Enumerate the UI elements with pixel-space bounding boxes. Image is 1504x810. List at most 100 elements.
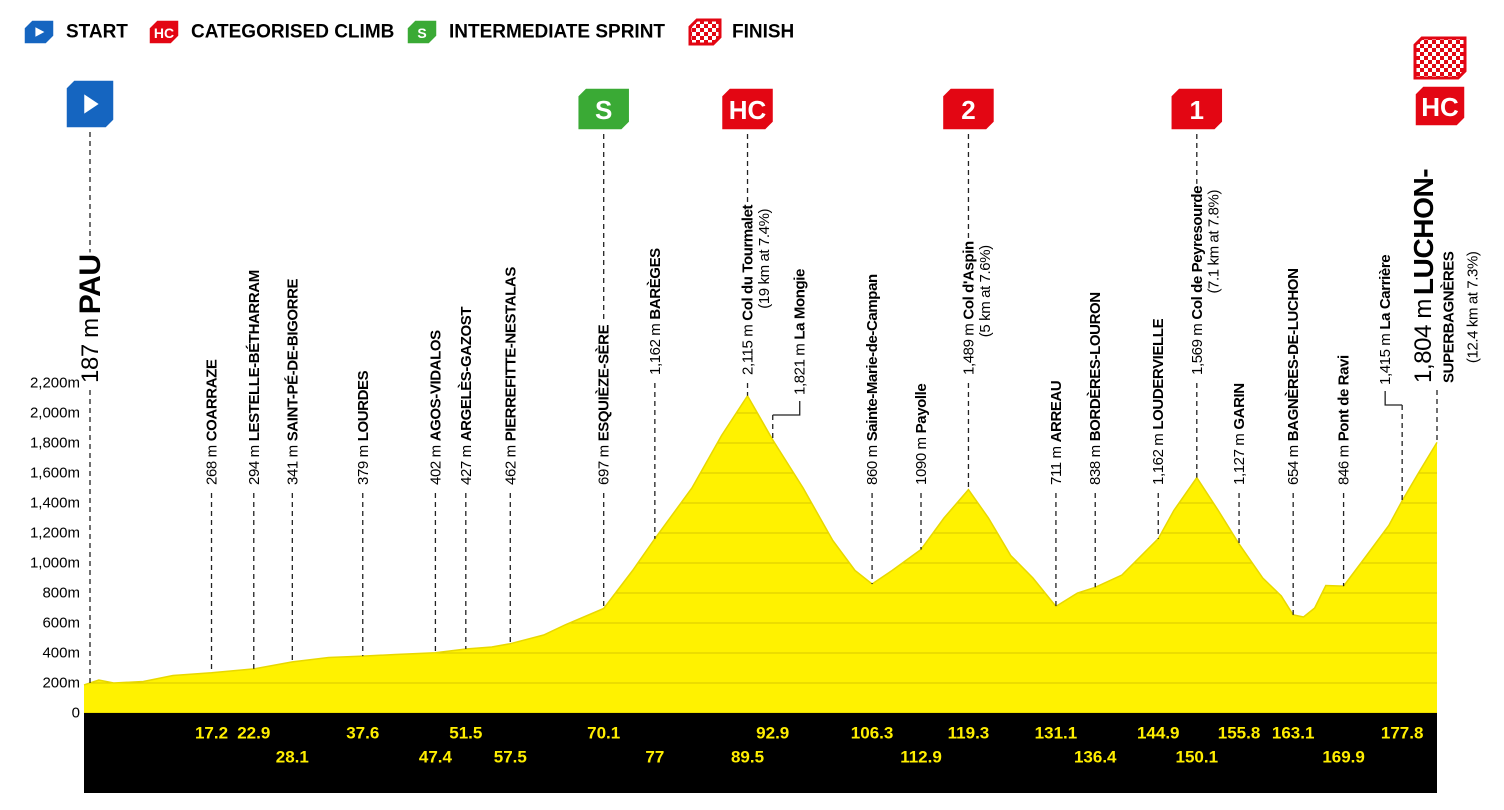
- climb-detail: (19 km at 7.4%): [756, 208, 773, 308]
- leader-elbow: [1384, 391, 1403, 406]
- place-name: ARREAU: [1047, 381, 1064, 443]
- km-label: 169.9: [1322, 748, 1365, 767]
- legend-icon: HC: [148, 19, 180, 45]
- altitude-label: 1,804 m: [1410, 299, 1437, 383]
- place-name: BORDÈRES-LOURON: [1087, 292, 1104, 441]
- km-label: 136.4: [1074, 748, 1117, 767]
- badge-shape: [941, 87, 996, 131]
- km-label: 51.5: [449, 724, 482, 743]
- climb-badge: S: [576, 87, 631, 131]
- place-name: AGOS-VIDALOS: [427, 330, 444, 441]
- place-name: PAU: [74, 254, 107, 314]
- y-tick-label: 400m: [42, 645, 80, 662]
- km-label: 57.5: [494, 748, 527, 767]
- legend-label: CATEGORISED CLIMB: [191, 22, 394, 43]
- km-label: 150.1: [1176, 748, 1219, 767]
- y-tick-label: 2,000m: [30, 405, 80, 422]
- place-name: LOUDERVIELLE: [1150, 318, 1167, 429]
- altitude-label: 838 m: [1087, 445, 1104, 485]
- km-label: 17.2: [195, 724, 228, 743]
- altitude-label: 860 m: [864, 445, 881, 485]
- place-name: BARÈGES: [646, 248, 663, 320]
- climb-badge: HC: [720, 87, 775, 131]
- waypoint-label: 1,162 m LOUDERVIELLE: [1150, 318, 1167, 485]
- altitude-label: 1,162 m: [1150, 434, 1167, 485]
- start-arrow: [35, 27, 45, 37]
- y-tick-label: 0: [72, 705, 80, 722]
- waypoint-label: 654 m BAGNÈRES-DE-LUCHON: [1285, 268, 1302, 485]
- altitude-label: 402 m: [427, 445, 444, 485]
- waypoint-label: 1,489 m Col d'Aspin: [960, 241, 977, 375]
- y-tick-label: 1,000m: [30, 555, 80, 572]
- waypoint-label: 2,115 m Col du Tourmalet: [739, 204, 756, 375]
- y-tick-label: 200m: [42, 675, 80, 692]
- place-name: GARIN: [1231, 383, 1248, 429]
- elevation-area: [84, 395, 1437, 713]
- km-label: 92.9: [756, 724, 789, 743]
- place-name: Col de Peyresourde: [1188, 186, 1205, 320]
- km-band: [84, 713, 1437, 793]
- badge-shape: [576, 87, 631, 131]
- altitude-label: 1,821 m: [791, 344, 808, 395]
- place-name: PIERREFITTE-NESTALAS: [502, 267, 519, 442]
- altitude-label: 1,415 m: [1377, 334, 1394, 385]
- badge-text: 2: [961, 95, 975, 125]
- waypoint-label: 711 m ARREAU: [1047, 381, 1064, 485]
- start-label: 187 m PAU: [74, 254, 107, 383]
- climb-badge: 1: [1170, 87, 1224, 131]
- altitude-label: 1,489 m: [960, 324, 977, 375]
- km-label: 89.5: [731, 748, 764, 767]
- waypoint-label: 341 m SAINT-PÉ-DE-BIGORRE: [284, 278, 301, 485]
- km-label: 163.1: [1272, 724, 1315, 743]
- badge-shape: [720, 87, 775, 131]
- y-tick-label: 600m: [42, 615, 80, 632]
- km-label: 47.4: [419, 748, 453, 767]
- finish-badge: HC: [1414, 85, 1466, 127]
- climb-detail: (12.4 km at 7.3%): [1465, 251, 1482, 363]
- km-label: 155.8: [1218, 724, 1261, 743]
- y-tick-label: 1,800m: [30, 435, 80, 452]
- altitude-label: 379 m: [354, 445, 371, 485]
- altitude-label: 654 m: [1285, 445, 1302, 485]
- place-name: LUCHON-: [1408, 169, 1439, 295]
- place-name: Payolle: [913, 384, 930, 434]
- place-name: SAINT-PÉ-DE-BIGORRE: [284, 278, 301, 441]
- badge-text: HC: [1421, 92, 1459, 122]
- y-tick-label: 800m: [42, 585, 80, 602]
- legend-icon: S: [406, 19, 438, 45]
- waypoint-label: 1,415 m La Carrière: [1377, 255, 1394, 385]
- y-tick-label: 2,200m: [30, 375, 80, 392]
- altitude-label: 711 m: [1047, 446, 1064, 485]
- altitude-label: 294 m: [245, 445, 262, 485]
- altitude-label: 2,115 m: [739, 325, 756, 375]
- altitude-label: 1,127 m: [1231, 434, 1248, 485]
- y-tick-label: 1,600m: [30, 465, 80, 482]
- badge-shape: [1170, 87, 1224, 131]
- elevation-line: [83, 394, 1438, 686]
- waypoint-label: 294 m LESTELLE-BÉTHARRAM: [245, 270, 262, 485]
- badge-text: S: [595, 95, 612, 125]
- place-name: ARGELÈS-GAZOST: [457, 307, 474, 442]
- waypoint-label: 268 m COARRAZE: [203, 359, 220, 485]
- km-label: 77: [645, 748, 664, 767]
- place-name: Pont de Ravi: [1335, 355, 1352, 441]
- km-label: 144.9: [1137, 724, 1180, 743]
- badge-text: HC: [154, 25, 174, 41]
- legend-label: FINISH: [732, 22, 794, 43]
- place-name: LOURDES: [354, 370, 371, 441]
- y-tick-label: 1,200m: [30, 525, 80, 542]
- y-tick-label: 1,400m: [30, 495, 80, 512]
- leader-elbow: [772, 401, 801, 416]
- altitude-label: 1,569 m: [1188, 324, 1205, 375]
- badge-shape: [1414, 85, 1466, 127]
- badge-shape: [406, 19, 438, 45]
- altitude-label: 697 m: [595, 445, 612, 485]
- place-name: LESTELLE-BÉTHARRAM: [245, 270, 262, 441]
- waypoint-label: 1,821 m La Mongie: [791, 269, 808, 395]
- place-name: Col d'Aspin: [960, 241, 977, 320]
- altitude-label: 187 m: [77, 318, 104, 383]
- finish-label: SUPERBAGNÈRES: [1441, 251, 1458, 383]
- km-label: 177.8: [1381, 724, 1424, 743]
- km-label: 131.1: [1035, 724, 1078, 743]
